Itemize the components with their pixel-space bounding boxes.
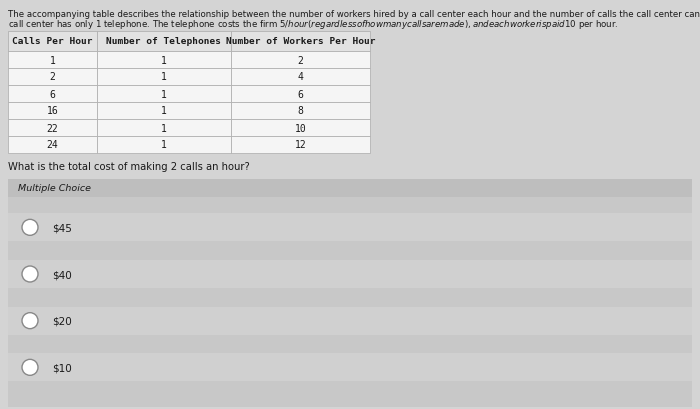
Bar [231,86,370,103]
Bar [97,86,231,103]
Text: 1: 1 [161,123,167,133]
Bar [8,261,692,288]
Text: 1: 1 [161,72,167,82]
Text: 1: 1 [161,89,167,99]
Text: 10: 10 [295,123,307,133]
Bar [231,120,370,137]
Text: 22: 22 [46,123,58,133]
Text: 16: 16 [46,106,58,116]
Bar [8,120,97,137]
Text: 1: 1 [161,106,167,116]
Bar [231,69,370,86]
Text: The accompanying table describes the relationship between the number of workers : The accompanying table describes the rel… [8,10,700,19]
Text: 8: 8 [298,106,303,116]
Text: 2: 2 [50,72,55,82]
Text: $45: $45 [52,223,72,233]
Bar [97,32,231,52]
Bar [97,52,231,69]
Text: Number of Telephones: Number of Telephones [106,37,221,46]
Circle shape [22,220,38,236]
Bar [231,137,370,154]
Bar [8,353,692,382]
Bar [231,52,370,69]
Bar [97,69,231,86]
Bar [97,103,231,120]
Bar [8,180,692,407]
Bar [8,137,97,154]
Bar [8,69,97,86]
Circle shape [22,360,38,375]
Text: 6: 6 [50,89,55,99]
Text: 24: 24 [46,140,58,150]
Bar [8,52,97,69]
Bar [8,214,692,242]
Circle shape [22,266,38,282]
Bar [97,137,231,154]
Bar [8,307,692,335]
Text: 4: 4 [298,72,303,82]
Bar [8,86,97,103]
Text: What is the total cost of making 2 calls an hour?: What is the total cost of making 2 calls… [8,162,250,172]
Text: 1: 1 [161,140,167,150]
Text: Calls Per Hour: Calls Per Hour [12,37,92,46]
Text: call center has only 1 telephone. The telephone costs the firm $5/hour (regardle: call center has only 1 telephone. The te… [8,18,619,31]
Bar [8,103,97,120]
Bar [8,180,692,198]
Text: Multiple Choice: Multiple Choice [18,184,91,193]
Bar [97,120,231,137]
Text: 1: 1 [161,55,167,65]
Bar [8,32,97,52]
Text: 2: 2 [298,55,303,65]
Bar [231,32,370,52]
Text: Number of Workers Per Hour: Number of Workers Per Hour [225,37,375,46]
Bar [231,103,370,120]
Text: $20: $20 [52,316,71,326]
Text: 1: 1 [50,55,55,65]
Text: 6: 6 [298,89,303,99]
Text: $10: $10 [52,362,71,373]
Text: $40: $40 [52,270,71,279]
Text: 12: 12 [295,140,307,150]
Circle shape [22,313,38,329]
